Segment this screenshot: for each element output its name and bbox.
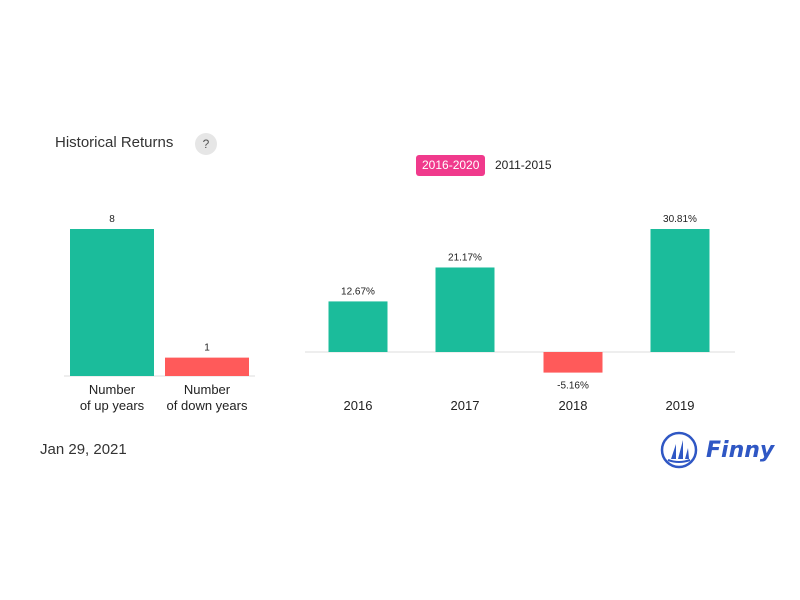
chart-title: Historical Returns bbox=[55, 134, 174, 151]
data-label-2016: 12.67% bbox=[341, 286, 375, 297]
bar-2016 bbox=[328, 301, 388, 352]
bar-2019 bbox=[650, 229, 710, 352]
year-label-2016: 2016 bbox=[344, 398, 373, 413]
data-label-2018: -5.16% bbox=[557, 381, 589, 392]
finny-logo[interactable]: Finny bbox=[660, 431, 774, 469]
year-label-2018: 2018 bbox=[559, 398, 588, 413]
brand-name: Finny bbox=[706, 437, 775, 463]
category-label-1-1: of down years bbox=[167, 398, 248, 413]
help-icon[interactable]: ? bbox=[195, 133, 217, 155]
category-label-0-1: of up years bbox=[80, 398, 145, 413]
category-label-1-0: Number bbox=[184, 382, 231, 397]
as-of-date: Jan 29, 2021 bbox=[40, 441, 127, 458]
bar-2017 bbox=[435, 267, 495, 352]
bar-2018 bbox=[543, 352, 603, 373]
year-label-2017: 2017 bbox=[451, 398, 480, 413]
data-label-2017: 21.17% bbox=[448, 252, 482, 263]
data-label-0: 8 bbox=[109, 214, 115, 225]
bar-up-years bbox=[70, 229, 154, 376]
data-label-1: 1 bbox=[204, 343, 210, 354]
data-label-2019: 30.81% bbox=[663, 214, 697, 225]
tab-2011-2015[interactable]: 2011-2015 bbox=[495, 158, 552, 172]
tab-2016-2020[interactable]: 2016-2020 bbox=[416, 155, 486, 176]
sailboat-icon bbox=[660, 431, 698, 469]
bar-down-years bbox=[165, 357, 249, 376]
annual-returns-chart: 12.67% 2016 21.17% 2017 -5.16% 2018 30.81% 2019 bbox=[305, 214, 735, 413]
category-label-0-0: Number bbox=[89, 382, 136, 397]
year-label-2019: 2019 bbox=[666, 398, 695, 413]
